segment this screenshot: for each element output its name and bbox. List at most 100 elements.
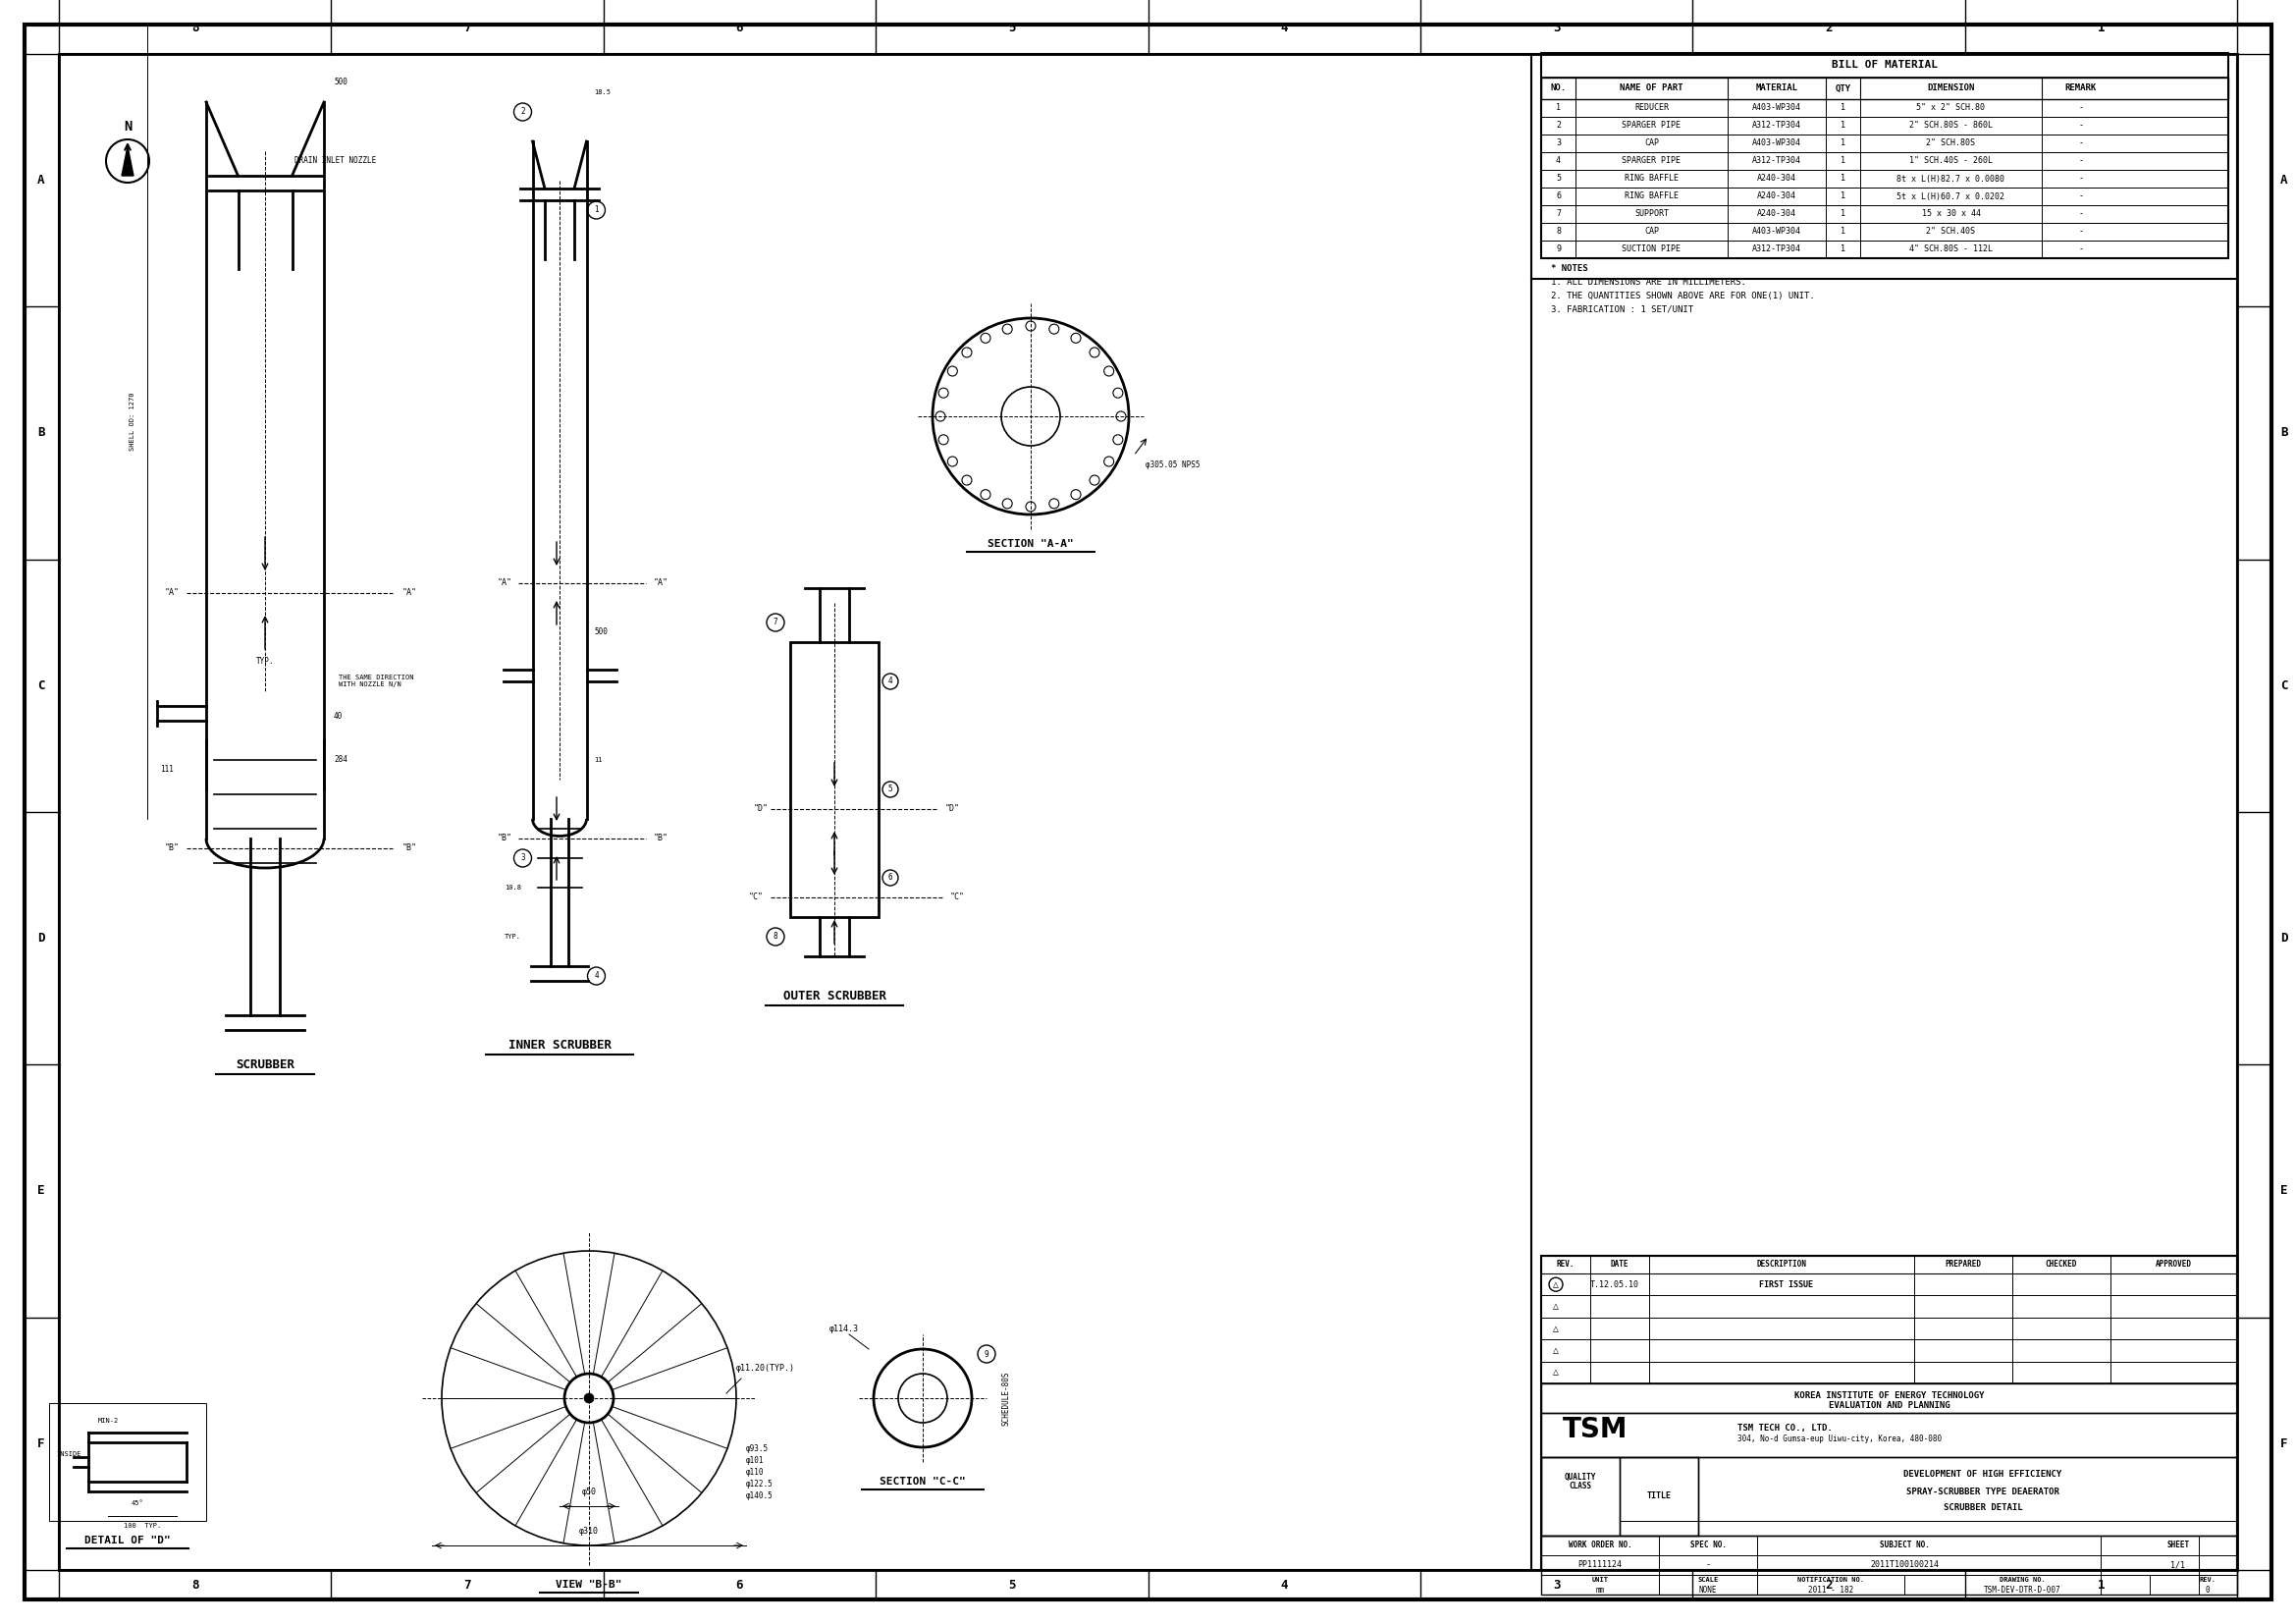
Bar <box>1541 54 2229 78</box>
Text: "A": "A" <box>165 588 179 598</box>
Text: 2. THE QUANTITIES SHOWN ABOVE ARE FOR ONE(1) UNIT.: 2. THE QUANTITIES SHOWN ABOVE ARE FOR ON… <box>1552 291 1814 300</box>
Text: INSIDE: INSIDE <box>55 1452 80 1457</box>
Text: FIRST ISSUE: FIRST ISSUE <box>1759 1280 1814 1289</box>
Text: 40: 40 <box>333 711 342 719</box>
Text: 1: 1 <box>595 206 599 214</box>
Text: MATERIAL: MATERIAL <box>1756 84 1798 93</box>
Text: 100  TYP.: 100 TYP. <box>124 1523 161 1528</box>
Text: NOTIFICATION NO.: NOTIFICATION NO. <box>1798 1577 1864 1583</box>
Text: E: E <box>2280 1184 2287 1197</box>
Text: SPEC NO.: SPEC NO. <box>1690 1541 1727 1549</box>
Text: φ101: φ101 <box>746 1457 765 1465</box>
Text: "C": "C" <box>748 893 762 901</box>
Text: 5: 5 <box>889 784 893 794</box>
Text: 2: 2 <box>1825 1579 1832 1592</box>
Text: 4: 4 <box>595 971 599 981</box>
Polygon shape <box>122 146 133 175</box>
Text: "A": "A" <box>654 578 668 588</box>
Bar <box>1541 205 2229 222</box>
Text: 2011T100100214: 2011T100100214 <box>1869 1561 1938 1569</box>
Text: SPARGER PIPE: SPARGER PIPE <box>1621 156 1681 166</box>
Text: 7: 7 <box>774 619 778 627</box>
Text: -: - <box>2078 192 2082 201</box>
Text: 4: 4 <box>889 677 893 685</box>
Text: 1: 1 <box>1841 156 1846 166</box>
Text: 6: 6 <box>737 1579 744 1592</box>
Text: A312-TP304: A312-TP304 <box>1752 245 1802 253</box>
Text: PREPARED: PREPARED <box>1945 1260 1981 1268</box>
Text: 1/1: 1/1 <box>2170 1561 2186 1569</box>
Text: φ110: φ110 <box>746 1468 765 1478</box>
Text: * NOTES: * NOTES <box>1552 263 1589 273</box>
Bar <box>1541 54 2229 258</box>
Text: 6: 6 <box>889 874 893 882</box>
Text: A: A <box>2280 174 2287 187</box>
Text: D: D <box>2280 932 2287 945</box>
Text: CAP: CAP <box>1644 227 1660 235</box>
Bar <box>1541 240 2229 258</box>
Text: 4: 4 <box>1557 156 1561 166</box>
Text: REMARK: REMARK <box>2064 84 2096 93</box>
Text: RING BAFFLE: RING BAFFLE <box>1626 192 1678 201</box>
Text: 2: 2 <box>1557 122 1561 130</box>
Text: 3: 3 <box>1557 140 1561 148</box>
Text: B: B <box>37 427 46 440</box>
Text: 0: 0 <box>2206 1585 2211 1595</box>
Text: QUALITY: QUALITY <box>1564 1473 1596 1481</box>
Text: 500: 500 <box>333 78 347 88</box>
Text: 1" SCH.40S - 260L: 1" SCH.40S - 260L <box>1910 156 1993 166</box>
Text: DIMENSION: DIMENSION <box>1926 84 1975 93</box>
Text: "A": "A" <box>402 588 418 598</box>
Text: A403-WP304: A403-WP304 <box>1752 104 1802 112</box>
Text: 1: 1 <box>2096 1579 2105 1592</box>
Text: SCRUBBER DETAIL: SCRUBBER DETAIL <box>1942 1504 2023 1512</box>
Text: DRAIN INLET NOZZLE: DRAIN INLET NOZZLE <box>294 156 377 166</box>
Bar <box>1541 1384 2236 1413</box>
Text: φ305.05 NPS5: φ305.05 NPS5 <box>1146 461 1201 469</box>
Text: QTY: QTY <box>1835 84 1851 93</box>
Text: "B": "B" <box>402 844 418 853</box>
Text: CHECKED: CHECKED <box>2046 1260 2078 1268</box>
Text: 1: 1 <box>1841 192 1846 201</box>
Circle shape <box>583 1393 595 1403</box>
Text: -: - <box>2078 227 2082 235</box>
Text: D: D <box>37 932 46 945</box>
Text: 2" SCH.80S: 2" SCH.80S <box>1926 140 1975 148</box>
Text: φ140.5: φ140.5 <box>746 1492 774 1501</box>
Text: 1: 1 <box>1841 245 1846 253</box>
Text: 5: 5 <box>1008 23 1015 34</box>
Text: SCRUBBER: SCRUBBER <box>236 1057 294 1070</box>
Text: NONE: NONE <box>1699 1585 1717 1595</box>
Text: 8: 8 <box>191 1579 200 1592</box>
Text: 3: 3 <box>1552 23 1559 34</box>
Text: A312-TP304: A312-TP304 <box>1752 122 1802 130</box>
Text: A403-WP304: A403-WP304 <box>1752 227 1802 235</box>
Text: 1: 1 <box>1841 227 1846 235</box>
Text: 2: 2 <box>521 107 526 117</box>
Text: UNIT: UNIT <box>1591 1577 1609 1583</box>
Text: OUTER SCRUBBER: OUTER SCRUBBER <box>783 989 886 1002</box>
Text: RING BAFFLE: RING BAFFLE <box>1626 174 1678 184</box>
Text: F: F <box>2280 1437 2287 1450</box>
Text: -: - <box>2078 245 2082 253</box>
Text: 111: 111 <box>161 765 174 775</box>
Text: "A": "A" <box>498 578 512 588</box>
Bar <box>1541 1457 1619 1536</box>
Text: 1: 1 <box>1557 104 1561 112</box>
Text: "B": "B" <box>654 835 668 843</box>
Text: 304, No-d Gumsa-eup Uiwu-city, Korea, 480-080: 304, No-d Gumsa-eup Uiwu-city, Korea, 48… <box>1738 1436 1942 1444</box>
Bar <box>1541 1457 2236 1536</box>
Text: INNER SCRUBBER: INNER SCRUBBER <box>507 1038 611 1051</box>
Text: C: C <box>2280 679 2287 692</box>
Text: -: - <box>1706 1561 1711 1569</box>
Text: "D": "D" <box>753 804 769 814</box>
Text: 1: 1 <box>1841 140 1846 148</box>
Text: -: - <box>2078 209 2082 219</box>
Text: mm: mm <box>1596 1585 1605 1595</box>
Text: SCALE: SCALE <box>1697 1577 1717 1583</box>
Text: REDUCER: REDUCER <box>1635 104 1669 112</box>
Text: 3: 3 <box>1552 1579 1559 1592</box>
Text: N: N <box>124 120 131 133</box>
Text: 7: 7 <box>464 1579 471 1592</box>
Text: -: - <box>2078 156 2082 166</box>
